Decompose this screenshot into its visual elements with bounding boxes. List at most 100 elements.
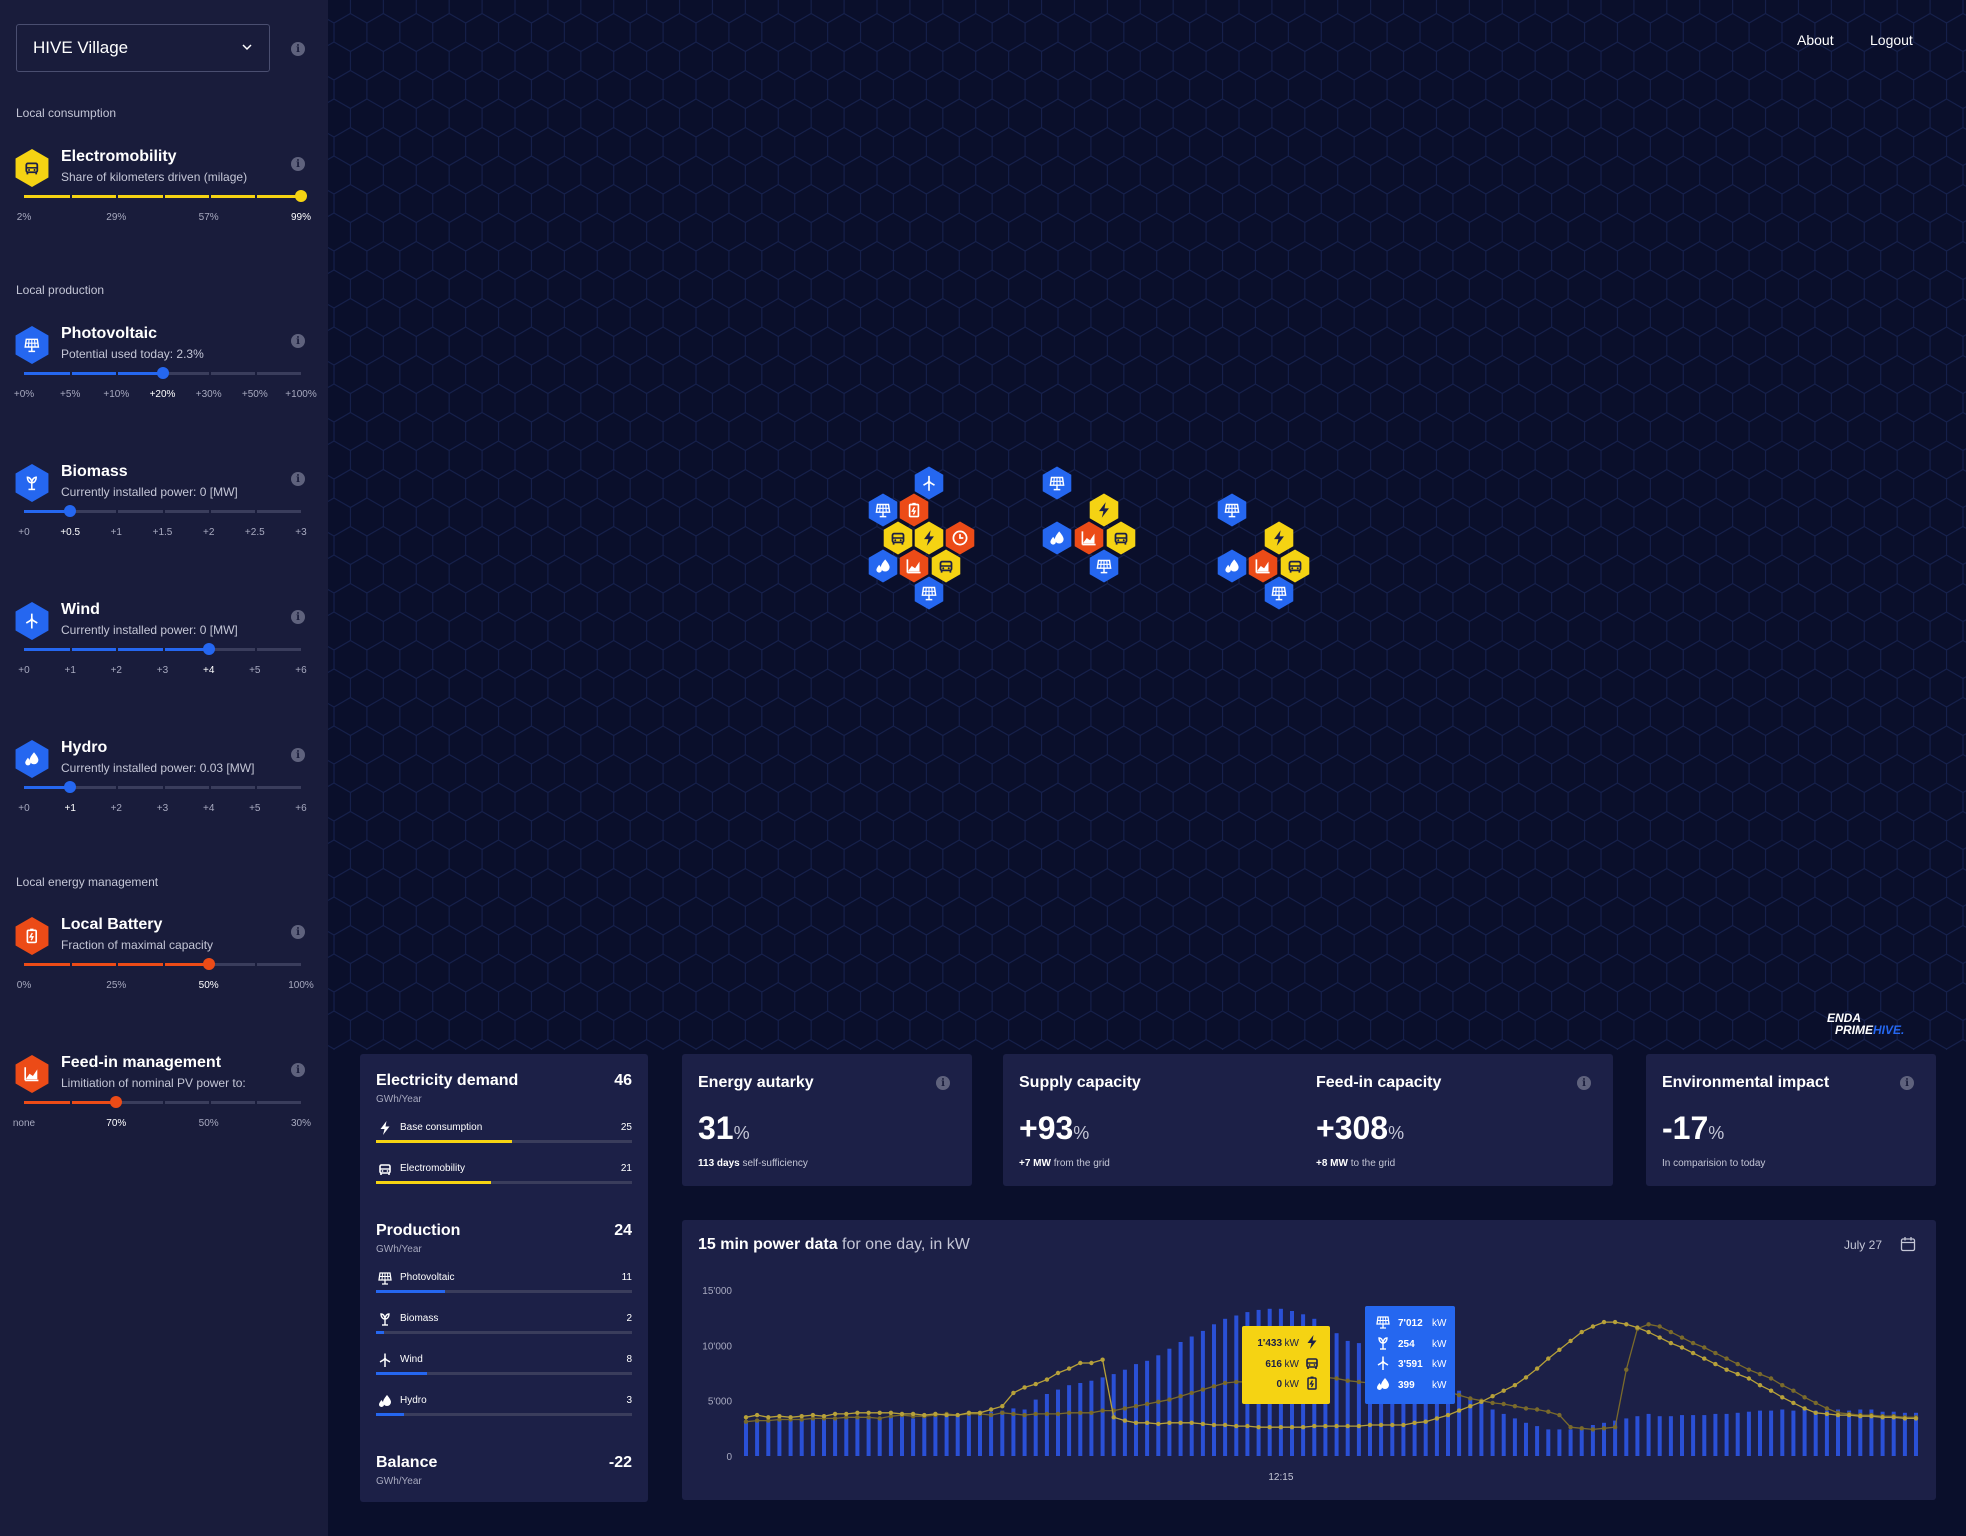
slider-tick[interactable]: +6: [295, 803, 307, 814]
production-bar[interactable]: [810, 1419, 815, 1457]
slider-tick[interactable]: +6: [295, 665, 307, 676]
slider-handle[interactable]: [110, 1096, 123, 1108]
map-tile[interactable]: [914, 576, 944, 610]
production-bar[interactable]: [978, 1415, 982, 1456]
production-bar[interactable]: [1334, 1333, 1339, 1456]
production-bar[interactable]: [1702, 1415, 1707, 1456]
production-bar[interactable]: [1668, 1416, 1673, 1456]
param-slider[interactable]: [24, 643, 301, 655]
production-bar[interactable]: [1423, 1368, 1428, 1456]
production-bar[interactable]: [777, 1419, 782, 1457]
production-bar[interactable]: [1657, 1416, 1662, 1456]
slider-tick[interactable]: 50%: [198, 1118, 219, 1129]
production-bar[interactable]: [1000, 1410, 1005, 1456]
calendar-icon[interactable]: [1900, 1236, 1916, 1252]
slider-tick[interactable]: +1.5: [152, 527, 173, 538]
slider-tick[interactable]: 29%: [106, 212, 127, 223]
slider-tick[interactable]: +3: [295, 527, 307, 538]
slider-tick[interactable]: +10%: [103, 389, 130, 400]
production-bar[interactable]: [955, 1413, 960, 1456]
slider-handle[interactable]: [202, 643, 215, 655]
production-bar[interactable]: [1613, 1420, 1618, 1456]
slider-handle[interactable]: [202, 958, 215, 970]
production-bar[interactable]: [1836, 1409, 1840, 1457]
slider-tick[interactable]: 25%: [106, 980, 127, 991]
map-tile[interactable]: [868, 549, 898, 583]
production-bar[interactable]: [1412, 1361, 1417, 1456]
slider-tick[interactable]: +2: [110, 803, 122, 814]
slider-tick[interactable]: +2.5: [244, 527, 265, 538]
production-bar[interactable]: [1824, 1410, 1829, 1456]
map-tile[interactable]: [914, 466, 944, 500]
production-bar[interactable]: [855, 1416, 860, 1456]
slider-tick[interactable]: +5: [249, 803, 261, 814]
logout-link[interactable]: Logout: [1870, 32, 1913, 48]
slider-handle[interactable]: [64, 505, 77, 517]
production-bar[interactable]: [1880, 1411, 1885, 1456]
slider-tick[interactable]: +0: [18, 803, 30, 814]
production-bar[interactable]: [1490, 1409, 1495, 1457]
slider-tick[interactable]: 99%: [290, 212, 312, 223]
map-tile[interactable]: [899, 493, 929, 527]
production-bar[interactable]: [1056, 1389, 1060, 1456]
production-bar[interactable]: [1212, 1324, 1216, 1456]
slider-tick[interactable]: none: [12, 1118, 36, 1129]
slider-tick[interactable]: +2: [110, 665, 122, 676]
production-bar[interactable]: [1200, 1330, 1205, 1456]
slider-tick[interactable]: 0%: [16, 980, 32, 991]
param-slider[interactable]: [24, 781, 301, 793]
map-tile[interactable]: [1089, 549, 1119, 583]
slider-tick[interactable]: +3: [156, 803, 169, 814]
production-bar[interactable]: [1234, 1315, 1239, 1457]
production-bar[interactable]: [1501, 1413, 1506, 1456]
map-tile[interactable]: [1074, 521, 1104, 555]
production-bar[interactable]: [1078, 1383, 1083, 1456]
production-bar[interactable]: [888, 1415, 893, 1456]
production-bar[interactable]: [1791, 1410, 1796, 1456]
slider-tick[interactable]: +50%: [241, 389, 268, 400]
param-slider[interactable]: [24, 505, 301, 517]
production-bar[interactable]: [944, 1416, 949, 1456]
production-bar[interactable]: [922, 1413, 927, 1456]
slider-handle[interactable]: [156, 367, 169, 379]
production-bar[interactable]: [1356, 1343, 1361, 1456]
slider-tick[interactable]: 57%: [198, 212, 219, 223]
production-bar[interactable]: [1145, 1360, 1150, 1456]
slider-tick[interactable]: +1: [64, 803, 76, 814]
slider-tick[interactable]: +20%: [149, 389, 176, 400]
info-icon[interactable]: i: [291, 925, 305, 939]
production-bar[interactable]: [1713, 1413, 1718, 1456]
map-tile[interactable]: [1217, 549, 1247, 583]
production-bar[interactable]: [1557, 1429, 1562, 1456]
production-bar[interactable]: [755, 1419, 760, 1457]
production-bar[interactable]: [1769, 1410, 1774, 1456]
production-bar[interactable]: [1891, 1411, 1896, 1456]
chart-date[interactable]: July 27: [1843, 1238, 1882, 1252]
map-tile[interactable]: [931, 549, 961, 583]
production-bar[interactable]: [799, 1418, 804, 1456]
production-bar[interactable]: [1089, 1380, 1094, 1456]
production-bar[interactable]: [844, 1418, 849, 1456]
production-bar[interactable]: [1680, 1415, 1684, 1456]
production-bar[interactable]: [1758, 1410, 1762, 1456]
production-bar[interactable]: [788, 1420, 793, 1456]
production-bar[interactable]: [1635, 1416, 1640, 1456]
map-tile[interactable]: [1089, 493, 1119, 527]
slider-tick[interactable]: 30%: [290, 1118, 312, 1129]
production-bar[interactable]: [1022, 1409, 1027, 1457]
production-bar[interactable]: [1813, 1410, 1818, 1456]
info-icon[interactable]: i: [291, 472, 305, 486]
map-tile[interactable]: [868, 493, 898, 527]
map-tile[interactable]: [914, 521, 944, 555]
production-bar[interactable]: [1780, 1409, 1785, 1457]
production-bar[interactable]: [1624, 1418, 1629, 1456]
production-bar[interactable]: [1590, 1425, 1595, 1456]
slider-tick[interactable]: 70%: [106, 1118, 127, 1129]
production-bar[interactable]: [1178, 1342, 1183, 1456]
production-bar[interactable]: [1434, 1375, 1439, 1456]
production-bar[interactable]: [1746, 1411, 1751, 1456]
production-bar[interactable]: [822, 1417, 826, 1456]
param-slider[interactable]: [24, 190, 307, 202]
slider-tick[interactable]: +0%: [13, 389, 35, 400]
production-bar[interactable]: [1446, 1383, 1450, 1456]
